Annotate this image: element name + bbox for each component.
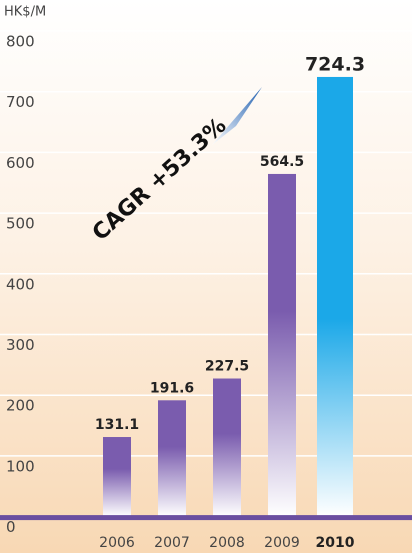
y-tick-label: 0 (6, 518, 16, 536)
y-tick-label: 500 (6, 215, 35, 233)
baseline (0, 515, 412, 521)
y-tick-label: 300 (6, 336, 35, 354)
value-label: 227.5 (205, 359, 249, 375)
value-label: 564.5 (260, 154, 304, 170)
y-tick-label: 800 (6, 33, 35, 51)
y-tick-label: 400 (6, 275, 35, 293)
bar (103, 437, 131, 517)
y-tick-label: 700 (6, 93, 35, 111)
y-tick-label: 600 (6, 154, 35, 172)
y-axis-label: HK$/M (4, 5, 46, 20)
x-tick-label: 2010 (316, 535, 355, 551)
bar (317, 76, 353, 517)
x-tick-label: 2008 (209, 535, 245, 551)
y-tick-label: 100 (6, 457, 35, 475)
bar (158, 400, 186, 517)
value-label: 724.3 (305, 53, 365, 75)
bar (213, 378, 241, 517)
y-tick-label: 200 (6, 397, 35, 415)
x-tick-label: 2009 (264, 535, 300, 551)
x-tick-label: 2006 (99, 535, 135, 551)
value-label: 191.6 (150, 380, 194, 396)
arrow (212, 87, 262, 145)
value-label: 131.1 (95, 417, 139, 433)
bar (268, 173, 296, 517)
x-tick-label: 2007 (154, 535, 190, 551)
